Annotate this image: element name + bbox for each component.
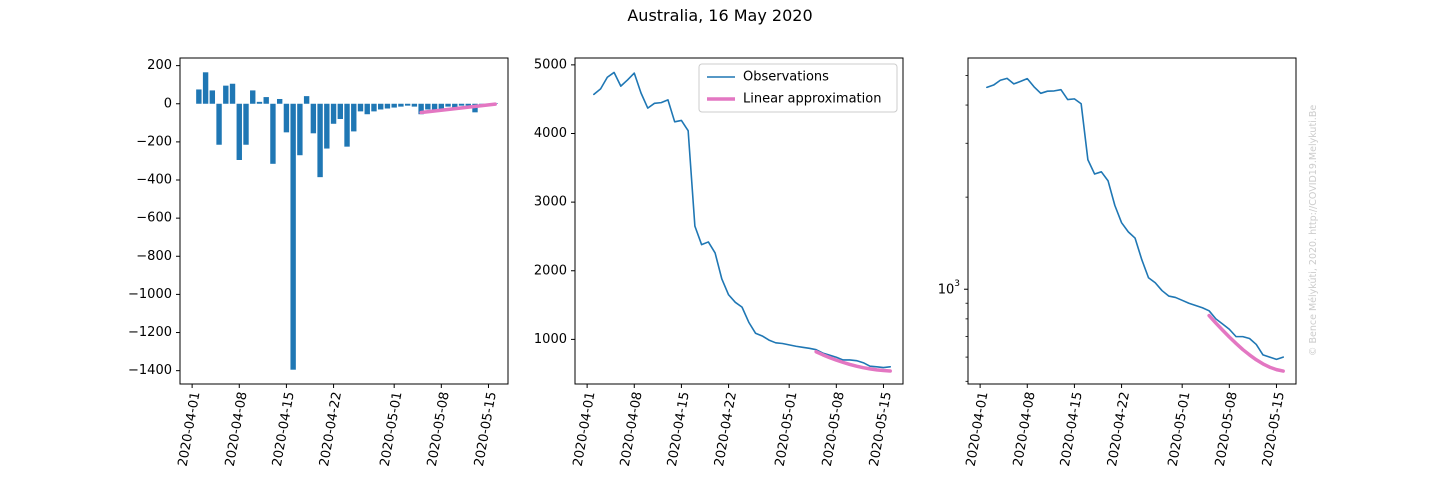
x-tick-label: 2020-04-22 [1105, 391, 1133, 468]
bar [364, 103, 370, 115]
chart-panel-log-scale: 103 2020-04-01 2020-04-08 2020-04-15 2020-04… [938, 57, 1297, 468]
y-tick-label: 4000 [534, 126, 567, 141]
bar [458, 103, 465, 106]
legend-label: Linear approximation [743, 92, 881, 107]
bar [337, 103, 343, 120]
approximation-line [814, 349, 892, 373]
bar [391, 103, 397, 108]
bar [438, 103, 445, 110]
copyright-watermark: © Bence Mélykúti, 2020. http://COVID19.M… [1308, 105, 1319, 356]
watermark-text: © Bence Mélykúti, 2020. http://COVID19.M… [1308, 105, 1319, 356]
bar [357, 103, 364, 112]
x-tick-label: 2020-04-15 [1058, 391, 1086, 468]
y-tick-label: −800 [136, 249, 172, 264]
y-tick-label: 5000 [534, 57, 567, 72]
y-tick-label: 2000 [534, 263, 567, 278]
x-tick-label: 2020-04-15 [270, 391, 298, 468]
bar [216, 103, 222, 145]
plot-frame [179, 57, 509, 385]
approximation-line [419, 102, 497, 115]
x-tick-label: 2020-05-01 [1166, 391, 1194, 468]
y-tick-label: −200 [136, 134, 172, 149]
bar [209, 90, 216, 104]
x-tick-label: 2020-04-08 [1011, 391, 1039, 468]
x-tick-label: 2020-04-01 [176, 391, 204, 468]
y-tick-label: 200 [147, 58, 172, 73]
x-tick-label: 2020-04-22 [712, 391, 740, 468]
y-tick-label: 1000 [534, 332, 567, 347]
bar [236, 103, 242, 160]
bar [425, 103, 431, 110]
bar [196, 89, 202, 104]
x-tick-label: 2020-05-15 [867, 391, 895, 468]
x-tick-label: 2020-04-08 [223, 391, 251, 468]
bar [202, 72, 209, 104]
y-tick-label: −1200 [128, 325, 172, 340]
chart-panel-daily-change: 200 0 −200 −400 −600 −800 −1000 −1200 −1400 2020-… [128, 57, 509, 468]
y-tick-label: −400 [136, 173, 172, 188]
bar [452, 103, 458, 108]
x-tick-label: 2020-04-08 [618, 391, 646, 468]
y-tick-label: 3000 [534, 195, 567, 210]
bar [270, 103, 276, 164]
x-tick-label: 2020-05-15 [1260, 391, 1288, 468]
y-tick-label: 103 [938, 279, 960, 298]
bar [330, 103, 337, 124]
y-tick-label: 0 [164, 96, 172, 111]
chart-panel-linear-scale: 5000 4000 3000 2000 1000 2020-04-01 2020-04-08… [534, 57, 904, 468]
observations-line [986, 77, 1285, 361]
bar [378, 103, 384, 110]
bar [297, 103, 303, 156]
y-tick-label: −600 [136, 211, 172, 226]
bar [276, 98, 283, 104]
bar [283, 103, 290, 133]
approximation-line [1207, 313, 1285, 373]
observations-line [593, 71, 892, 369]
bar [404, 103, 411, 106]
x-tick-label: 2020-04-01 [964, 391, 992, 468]
bar [317, 103, 323, 178]
x-tick-label: 2020-04-01 [571, 391, 599, 468]
bar [344, 103, 350, 147]
bar [229, 83, 236, 104]
bar [445, 103, 451, 107]
bar [290, 103, 296, 370]
legend: Observations Linear approximation [698, 63, 898, 113]
x-tick-label: 2020-05-15 [472, 391, 500, 468]
bar [324, 103, 330, 149]
bar [411, 103, 418, 107]
x-tick-label: 2020-04-15 [665, 391, 693, 468]
plot-frame [574, 57, 904, 385]
x-tick-label: 2020-04-22 [317, 391, 345, 468]
bar [351, 103, 357, 132]
bar [431, 103, 438, 110]
legend-box [698, 63, 898, 113]
bar [371, 103, 377, 112]
legend-label: Observations [743, 70, 829, 85]
bar [256, 101, 263, 104]
x-tick-label: 2020-05-08 [425, 391, 453, 468]
bar [418, 103, 424, 115]
bar [223, 85, 229, 104]
bar [465, 103, 471, 106]
x-tick-label: 2020-05-08 [820, 391, 848, 468]
bar [263, 97, 269, 104]
bar [243, 103, 249, 145]
y-tick-label: −1400 [128, 363, 172, 378]
bar [250, 90, 256, 104]
bar [303, 96, 310, 104]
bar [384, 103, 391, 109]
x-tick-label: 2020-05-01 [773, 391, 801, 468]
y-tick-label: −1000 [128, 287, 172, 302]
x-tick-label: 2020-05-08 [1213, 391, 1241, 468]
figure-title: Australia, 16 May 2020 [627, 6, 813, 25]
plot-frame [967, 57, 1297, 385]
x-tick-label: 2020-05-01 [378, 391, 406, 468]
bar [398, 103, 404, 107]
bar [310, 103, 317, 134]
